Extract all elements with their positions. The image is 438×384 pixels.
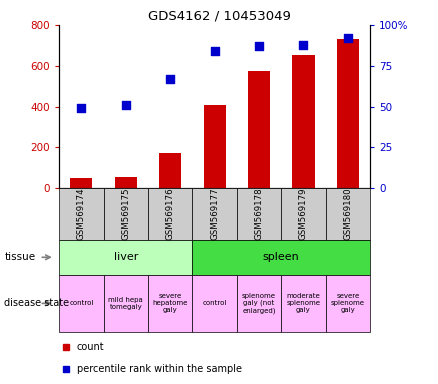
Bar <box>159 154 181 188</box>
Text: percentile rank within the sample: percentile rank within the sample <box>77 364 242 374</box>
Point <box>211 48 218 54</box>
Bar <box>248 71 270 188</box>
Text: GSM569175: GSM569175 <box>121 188 130 240</box>
Bar <box>115 177 137 188</box>
Point <box>300 41 307 48</box>
Text: spleen: spleen <box>263 252 300 262</box>
Text: count: count <box>77 342 104 352</box>
Point <box>167 76 174 82</box>
Bar <box>70 178 92 188</box>
Text: control: control <box>202 300 227 306</box>
Text: control: control <box>69 300 94 306</box>
Text: severe
hepatome
galy: severe hepatome galy <box>152 293 188 313</box>
Text: splenome
galy (not
enlarged): splenome galy (not enlarged) <box>242 293 276 314</box>
Text: liver: liver <box>113 252 138 262</box>
Bar <box>337 39 359 188</box>
Text: tissue: tissue <box>4 252 35 262</box>
Bar <box>204 104 226 188</box>
Text: GDS4162 / 10453049: GDS4162 / 10453049 <box>148 10 290 23</box>
Text: GSM569177: GSM569177 <box>210 188 219 240</box>
Point <box>78 105 85 111</box>
Text: disease state: disease state <box>4 298 70 308</box>
Bar <box>293 55 314 188</box>
Text: GSM569179: GSM569179 <box>299 188 308 240</box>
Text: moderate
splenome
galy: moderate splenome galy <box>286 293 321 313</box>
Text: GSM569180: GSM569180 <box>343 188 353 240</box>
Text: GSM569176: GSM569176 <box>166 188 175 240</box>
Text: GSM569178: GSM569178 <box>254 188 264 240</box>
Point <box>122 102 129 108</box>
Text: severe
splenome
galy: severe splenome galy <box>331 293 365 313</box>
Text: GSM569174: GSM569174 <box>77 188 86 240</box>
Point <box>344 35 351 41</box>
Point <box>255 43 262 49</box>
Text: mild hepa
tomegaly: mild hepa tomegaly <box>108 297 143 310</box>
